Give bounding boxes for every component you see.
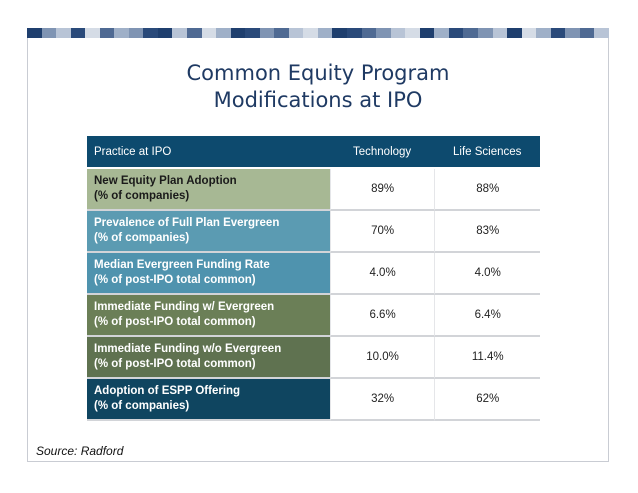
row-label-line-1: Adoption of ESPP Offering [94,385,241,397]
table-row: New Equity Plan Adoption (% of companies… [87,169,540,211]
ipo-practice-table: Practice at IPO Technology Life Sciences… [87,136,540,421]
table-row: Prevalence of Full Plan Evergreen (% of … [87,211,540,253]
life-sciences-value: 4.0% [434,253,540,295]
technology-value: 10.0% [329,337,435,379]
row-label: New Equity Plan Adoption (% of companies… [87,169,330,211]
technology-value: 4.0% [329,253,435,295]
band-segment [245,28,260,38]
band-segment [172,28,188,38]
band-segment [56,28,71,38]
band-segment [579,28,595,38]
band-segment [477,28,493,38]
row-label-line-1: Median Evergreen Funding Rate [94,259,270,271]
header-practice: Practice at IPO [87,136,330,169]
band-segment [361,28,377,38]
row-label: Prevalence of Full Plan Evergreen (% of … [87,211,330,253]
band-segment [448,28,464,38]
band-segment [288,28,304,38]
band-segment [41,28,57,38]
technology-value: 70% [329,211,435,253]
row-label-line-2: (% of post-IPO total common) [94,316,256,328]
life-sciences-value: 83% [434,211,540,253]
header-technology: Technology [329,136,435,169]
row-label-line-1: Prevalence of Full Plan Evergreen [94,217,280,229]
band-segment [187,28,202,38]
title-line-1: Common Equity Program [186,61,450,85]
band-segment [143,28,158,38]
life-sciences-value: 11.4% [434,337,540,379]
band-segment [594,28,609,38]
technology-value: 6.6% [329,295,435,337]
band-segment [419,28,435,38]
band-segment [157,28,173,38]
table-row: Immediate Funding w/ Evergreen (% of pos… [87,295,540,337]
band-segment [507,28,522,38]
life-sciences-value: 88% [434,169,540,211]
header-life-sciences: Life Sciences [434,136,540,169]
band-segment [128,28,144,38]
table-row: Adoption of ESPP Offering (% of companie… [87,379,540,421]
row-label-line-2: (% of post-IPO total common) [94,358,256,370]
technology-value: 89% [329,169,435,211]
top-decorative-band [27,28,609,38]
title-line-2: Modifications at IPO [213,88,423,112]
band-segment [550,28,566,38]
slide-title: Common Equity Program Modifications at I… [27,60,609,114]
band-segment [405,28,420,38]
life-sciences-value: 6.4% [434,295,540,337]
band-segment [70,28,86,38]
row-label-line-1: Immediate Funding w/ Evergreen [94,301,275,313]
band-segment [521,28,537,38]
table-header-row: Practice at IPO Technology Life Sciences [87,136,540,169]
band-segment [85,28,100,38]
band-segment [201,28,217,38]
band-segment [259,28,275,38]
life-sciences-value: 62% [434,379,540,421]
band-segment [27,28,42,38]
row-label-line-2: (% of companies) [94,232,190,244]
band-segment [230,28,246,38]
band-segment [376,28,391,38]
band-segment [303,28,318,38]
technology-value: 32% [329,379,435,421]
table-row: Immediate Funding w/o Evergreen (% of po… [87,337,540,379]
table-row: Median Evergreen Funding Rate (% of post… [87,253,540,295]
band-segment [492,28,508,38]
row-label-line-2: (% of post-IPO total common) [94,274,256,286]
band-segment [114,28,129,38]
row-label: Immediate Funding w/ Evergreen (% of pos… [87,295,330,337]
band-segment [536,28,551,38]
row-label: Adoption of ESPP Offering (% of companie… [87,379,330,421]
band-segment [390,28,406,38]
band-segment [332,28,348,38]
band-segment [434,28,449,38]
row-label: Median Evergreen Funding Rate (% of post… [87,253,330,295]
band-segment [347,28,362,38]
band-segment [317,28,333,38]
band-segment [463,28,478,38]
source-note: Source: Radford [36,444,124,458]
band-segment [565,28,580,38]
row-label: Immediate Funding w/o Evergreen (% of po… [87,337,330,379]
band-segment [274,28,289,38]
band-segment [216,28,231,38]
row-label-line-1: Immediate Funding w/o Evergreen [94,343,282,355]
row-label-line-1: New Equity Plan Adoption [94,175,237,187]
band-segment [99,28,115,38]
row-label-line-2: (% of companies) [94,400,190,412]
row-label-line-2: (% of companies) [94,190,190,202]
